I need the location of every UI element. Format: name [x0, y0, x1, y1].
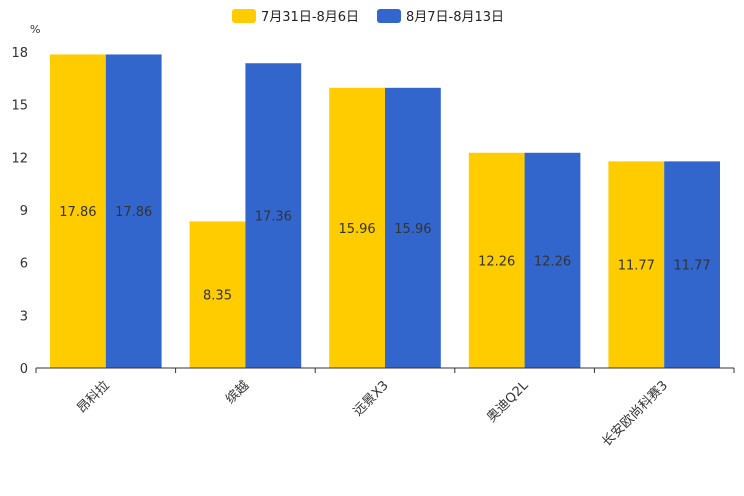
data-label: 17.86 [115, 205, 152, 220]
x-tick-label: 缤越 [223, 378, 253, 408]
bar [608, 161, 665, 368]
legend-swatch [232, 9, 256, 23]
legend-swatch [377, 9, 401, 23]
x-tick-label: 昂科拉 [74, 378, 112, 416]
bar [468, 152, 525, 368]
y-axis-label: % [30, 23, 40, 36]
data-label: 17.86 [59, 205, 96, 220]
y-tick-label: 6 [20, 257, 28, 272]
data-label: 11.77 [618, 259, 655, 274]
y-tick-label: 9 [20, 204, 28, 219]
bar [245, 63, 302, 368]
legend-label: 7月31日-8月6日 [261, 10, 359, 25]
y-tick-label: 18 [11, 46, 28, 61]
data-label: 12.26 [478, 254, 515, 269]
bar [664, 161, 720, 368]
data-label: 12.26 [534, 254, 571, 269]
x-tick-label: 远景X3 [351, 378, 392, 419]
x-tick-label: 长安欧尚科赛3 [599, 378, 671, 450]
data-label: 17.36 [255, 210, 292, 225]
data-label: 15.96 [394, 222, 431, 237]
bar [50, 54, 106, 369]
bar [524, 152, 581, 368]
bar [189, 221, 246, 368]
bar [105, 54, 162, 369]
bar [329, 87, 385, 369]
bar [385, 87, 441, 369]
data-label: 8.35 [203, 289, 232, 304]
y-tick-label: 0 [20, 362, 28, 377]
y-tick-label: 3 [20, 309, 28, 324]
y-tick-label: 15 [11, 99, 28, 114]
x-tick-label: 奥迪Q2L [484, 378, 532, 426]
y-tick-label: 12 [11, 151, 28, 166]
data-label: 11.77 [673, 259, 710, 274]
data-label: 15.96 [338, 222, 375, 237]
legend-label: 8月7日-8月13日 [406, 10, 504, 25]
